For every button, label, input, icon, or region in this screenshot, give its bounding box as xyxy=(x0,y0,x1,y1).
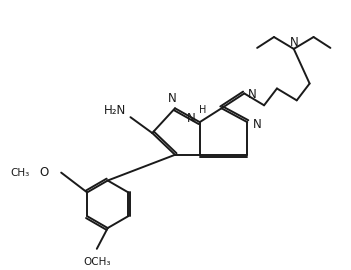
Text: N: N xyxy=(289,36,298,49)
Text: H₂N: H₂N xyxy=(104,104,126,117)
Text: H: H xyxy=(199,105,206,115)
Text: N: N xyxy=(186,112,195,125)
Text: CH₃: CH₃ xyxy=(10,168,29,178)
Text: N: N xyxy=(248,88,257,101)
Text: OCH₃: OCH₃ xyxy=(83,257,111,267)
Text: N: N xyxy=(168,92,177,105)
Text: O: O xyxy=(40,166,49,179)
Text: N: N xyxy=(253,118,261,131)
